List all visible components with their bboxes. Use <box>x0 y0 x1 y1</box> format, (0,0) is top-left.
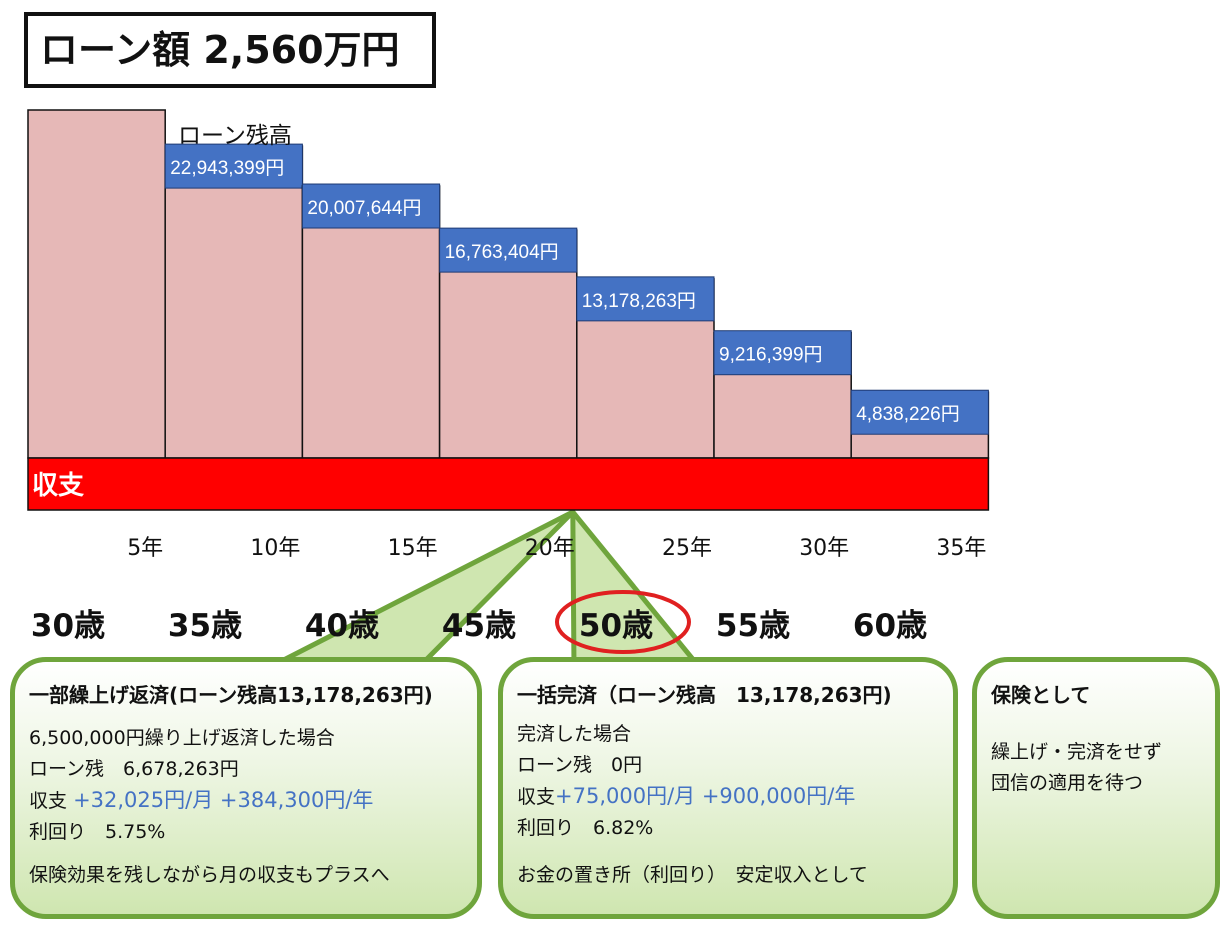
income-band: 収支 <box>27 457 990 511</box>
partial-footer: 保険効果を残しながら月の収支もプラスへ <box>29 864 390 886</box>
income-band-label: 収支 <box>32 471 84 501</box>
insurance-line-1: 繰上げ・完済をせず <box>991 741 1163 763</box>
partial-heading: 一部繰上げ返済(ローン残高13,178,263円) <box>29 683 433 707</box>
age-label-5: 50歳 <box>578 608 654 644</box>
full-line-3: 収支+75,000円/月 +900,000円/年 <box>517 781 953 813</box>
age-label-7: 60歳 <box>852 608 928 644</box>
highlight-ellipse <box>555 590 691 654</box>
age-label-3: 40歳 <box>304 608 380 644</box>
insurance-line-2: 団信の適用を待つ <box>991 772 1144 794</box>
value-label-box-5 <box>576 276 715 322</box>
x-tick-1: 5年 <box>127 536 163 561</box>
insurance-heading: 保険として <box>991 683 1091 707</box>
value-label-6: 9,216,399円 <box>719 345 823 366</box>
partial-repayment-box: 一部繰上げ返済(ローン残高13,178,263円) 6,500,000円繰り上げ… <box>10 657 482 919</box>
income-band-rect <box>27 457 990 511</box>
value-label-7: 4,838,226円 <box>856 404 960 425</box>
insurance-box: 保険として 繰上げ・完済をせず 団信の適用を待つ <box>972 657 1220 919</box>
age-label-1: 30歳 <box>30 608 106 644</box>
partial-line-2: ローン残 6,678,263円 <box>29 758 239 780</box>
bar-2 <box>164 145 304 459</box>
value-label-5: 13,178,263円 <box>582 291 696 312</box>
bars-group: 22,943,399円 20,007,644円 16,763,404円 13,178,… <box>27 109 990 459</box>
x-tick-6: 30年 <box>799 536 849 561</box>
full-income-label: 収支 <box>517 786 556 808</box>
partial-line-3: 収支 +32,025円/月 +384,300円/年 <box>29 785 477 817</box>
full-heading: 一括完済（ローン残高 13,178,263円) <box>517 683 892 707</box>
value-label-box-2 <box>164 143 303 189</box>
x-tick-4: 20年 <box>525 536 575 561</box>
partial-line-4: 利回り 5.75% <box>29 821 166 843</box>
full-line-4: 利回り 6.82% <box>517 817 654 839</box>
age-label-2: 35歳 <box>167 608 243 644</box>
partial-income-label: 収支 <box>29 790 68 812</box>
value-label-2: 22,943,399円 <box>170 158 284 179</box>
value-label-3: 20,007,644円 <box>307 198 421 219</box>
value-label-box-4 <box>439 227 578 273</box>
x-tick-labels: 5年 10年 15年 20年 25年 30年 35年 <box>127 536 986 561</box>
full-line-1: 完済した場合 <box>517 723 632 745</box>
full-income-value: +75,000円/月 +900,000円/年 <box>555 784 856 808</box>
full-footer: お金の置き所（利回り） 安定収入として <box>517 864 868 886</box>
bar-1 <box>27 109 166 459</box>
value-label-box-6 <box>713 330 852 376</box>
age-label-4: 45歳 <box>441 608 517 644</box>
x-tick-2: 10年 <box>250 536 300 561</box>
x-tick-7: 35年 <box>936 536 986 561</box>
value-label-4: 16,763,404円 <box>445 242 559 263</box>
value-label-box-3 <box>301 183 441 229</box>
value-label-box-7 <box>850 389 989 435</box>
x-tick-5: 25年 <box>662 536 712 561</box>
partial-line-1: 6,500,000円繰り上げ返済した場合 <box>29 727 335 749</box>
chart-title: ローン額 2,560万円 <box>24 12 436 88</box>
partial-income-value: +32,025円/月 +384,300円/年 <box>73 788 374 812</box>
x-tick-3: 15年 <box>388 536 438 561</box>
age-label-6: 55歳 <box>715 608 791 644</box>
full-repayment-box: 一括完済（ローン残高 13,178,263円) 完済した場合 ローン残 0円 収… <box>498 657 958 919</box>
full-line-2: ローン残 0円 <box>517 754 643 776</box>
series-label: ローン残高 <box>178 123 292 149</box>
